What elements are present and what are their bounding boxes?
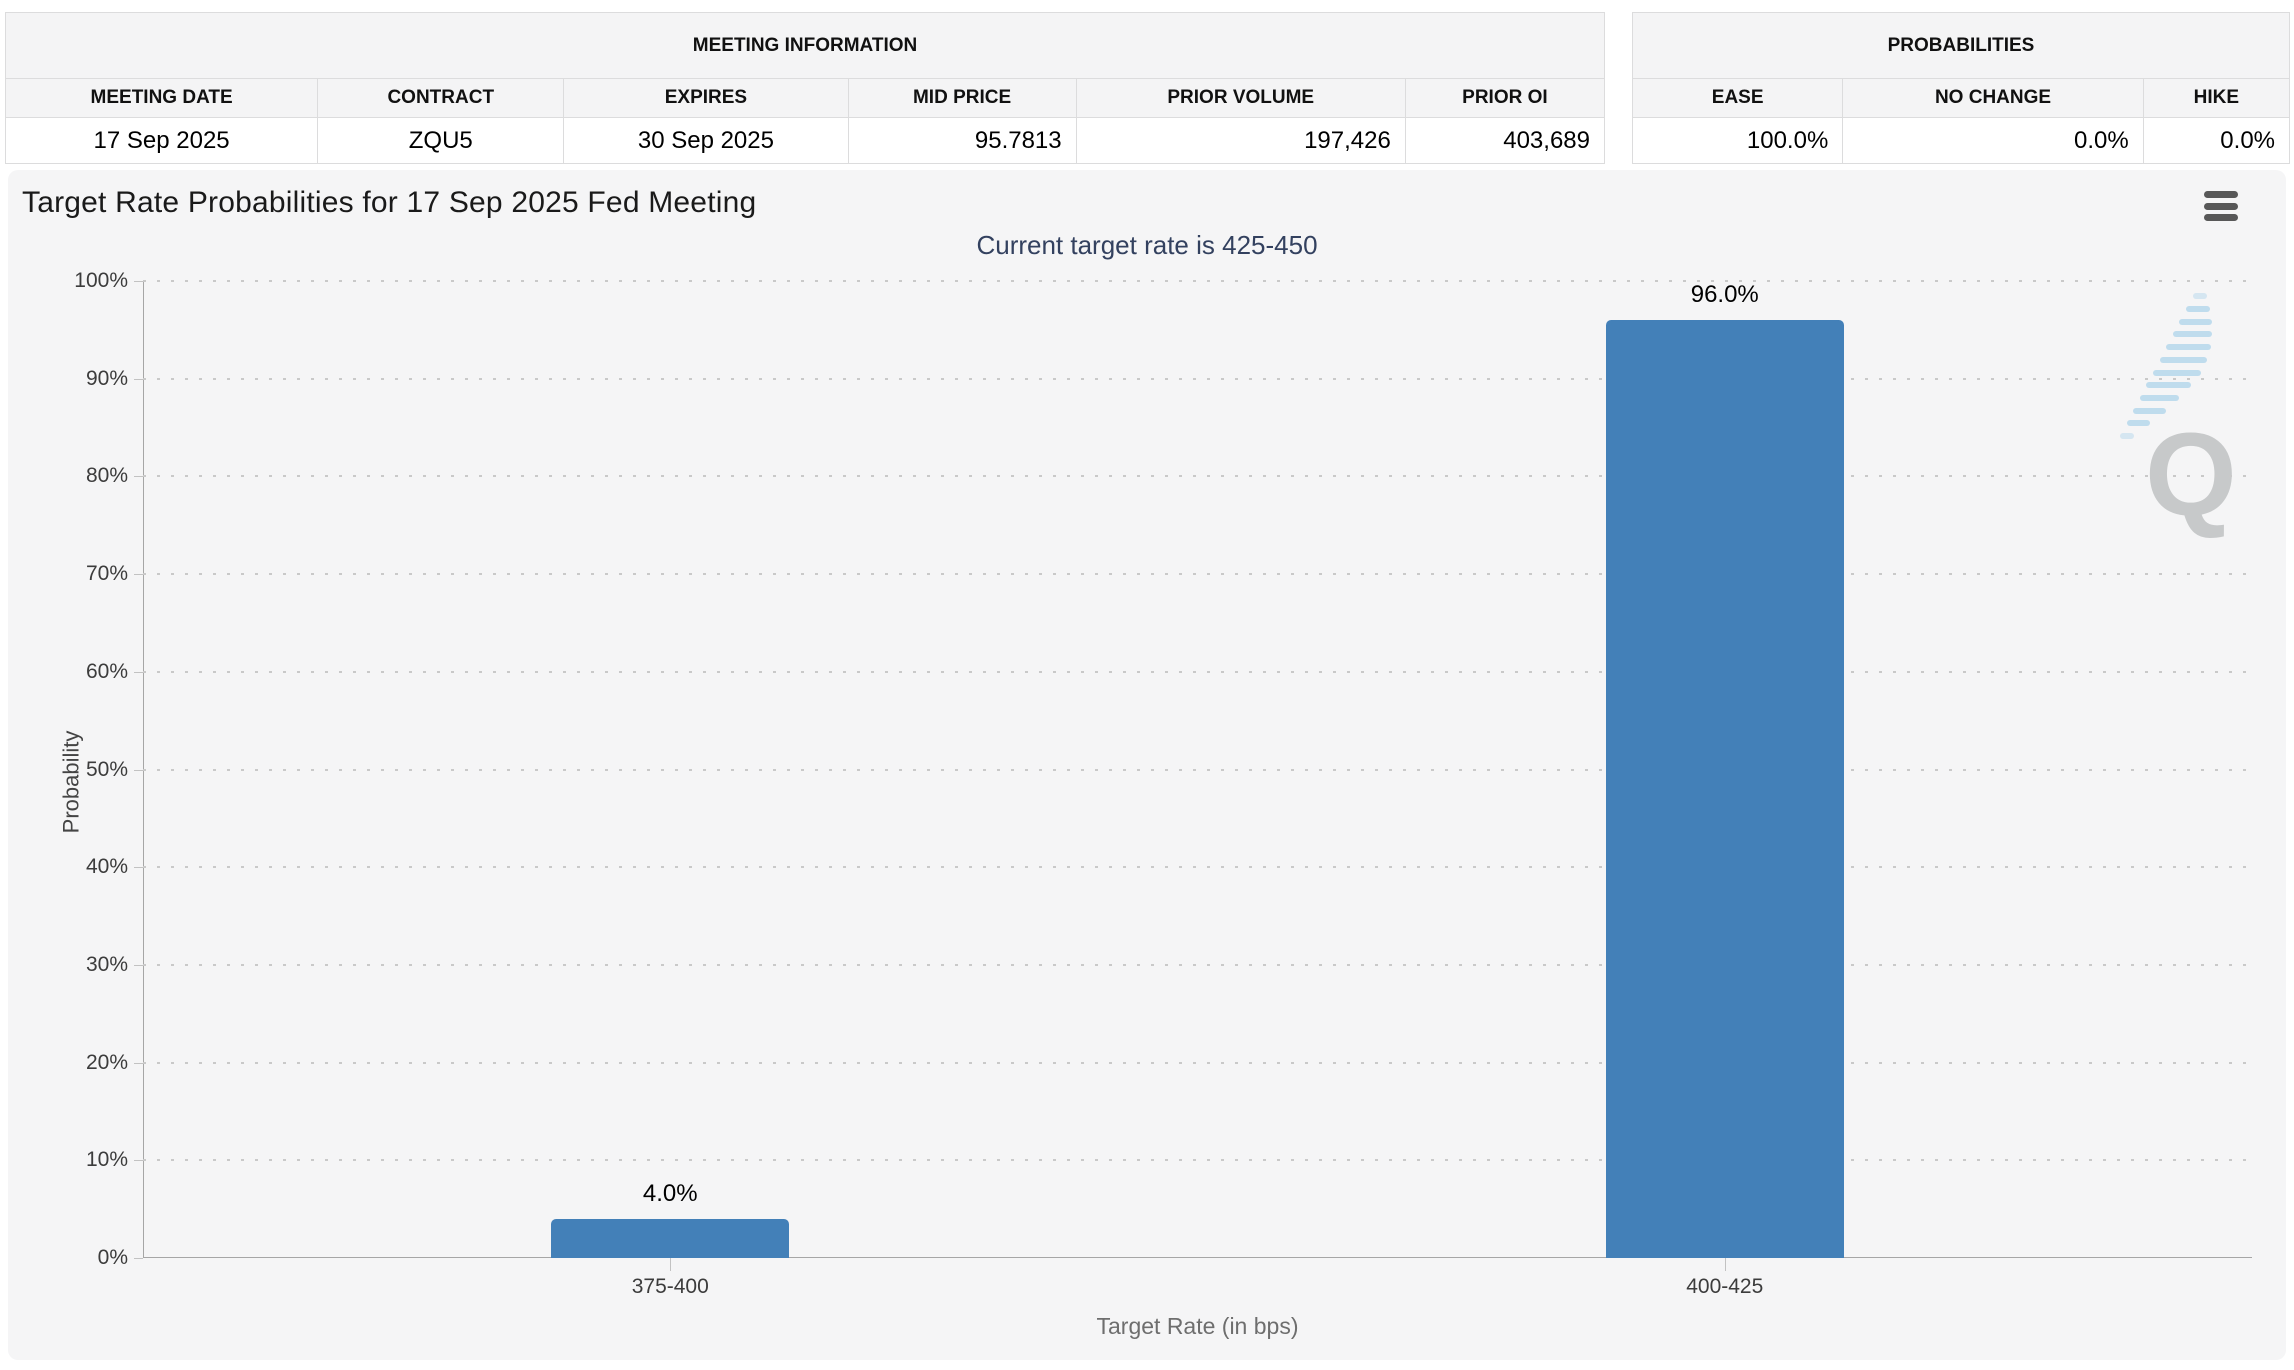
hamburger-menu-icon bbox=[2204, 214, 2238, 221]
gridline bbox=[143, 280, 2252, 282]
y-axis-tick bbox=[134, 1258, 143, 1259]
gridline bbox=[143, 377, 2252, 380]
value-cell: 30 Sep 2025 bbox=[563, 117, 849, 164]
y-axis-tick bbox=[134, 867, 143, 869]
gridline bbox=[143, 475, 2252, 478]
y-tick-label: 10% bbox=[85, 1148, 128, 1172]
y-axis-tick bbox=[134, 281, 143, 282]
hamburger-menu-icon bbox=[2204, 202, 2238, 210]
gridline bbox=[143, 866, 2252, 869]
y-tick-label: 70% bbox=[85, 562, 128, 586]
value-cell: 0.0% bbox=[2142, 117, 2291, 164]
chart-menu-button[interactable] bbox=[2204, 191, 2238, 221]
column-header: EASE bbox=[1631, 78, 1844, 118]
x-axis-tick bbox=[1724, 1258, 1726, 1271]
x-axis-tick bbox=[670, 1258, 672, 1271]
y-tick-label: 50% bbox=[85, 757, 128, 781]
column-header: NO CHANGE bbox=[1842, 78, 2144, 118]
gridline bbox=[143, 670, 2252, 673]
y-axis-tick bbox=[134, 671, 143, 673]
table-title: MEETING INFORMATION bbox=[5, 12, 1605, 79]
gridline bbox=[143, 1159, 2252, 1162]
category-label: 375-400 bbox=[631, 1275, 709, 1298]
chart-subtitle: Current target rate is 425-450 bbox=[976, 230, 1318, 260]
x-axis-title: Target Rate (in bps) bbox=[1096, 1313, 1299, 1339]
gridline bbox=[143, 963, 2252, 966]
y-tick-label: 80% bbox=[85, 464, 128, 488]
value-cell: 197,426 bbox=[1075, 117, 1406, 164]
table-title: PROBABILITIES bbox=[1632, 12, 2290, 79]
probabilities-table: PROBABILITIES EASE NO CHANGE HIKE 100.0% 0.0%… bbox=[1631, 12, 2291, 164]
column-header: MEETING DATE bbox=[4, 78, 319, 118]
y-axis-tick bbox=[134, 574, 143, 576]
gridline bbox=[143, 1061, 2252, 1064]
y-tick-label: 90% bbox=[85, 366, 128, 390]
gridline bbox=[143, 573, 2252, 576]
hamburger-menu-icon bbox=[2204, 191, 2238, 198]
column-header: PRIOR VOLUME bbox=[1075, 78, 1406, 118]
y-axis-tick bbox=[134, 1062, 143, 1064]
y-tick-label: 100% bbox=[74, 269, 128, 292]
value-cell: ZQU5 bbox=[317, 117, 565, 164]
x-axis-line bbox=[143, 1257, 2252, 1258]
column-header: PRIOR OI bbox=[1404, 78, 1606, 118]
bar-value-label: 96.0% bbox=[1690, 281, 1759, 309]
column-header: EXPIRES bbox=[563, 78, 849, 118]
y-tick-label: 20% bbox=[85, 1050, 128, 1074]
column-header: HIKE bbox=[2142, 78, 2291, 118]
column-header: MID PRICE bbox=[847, 78, 1077, 118]
y-axis-tick bbox=[134, 378, 143, 380]
chart-title: Target Rate Probabilities for 17 Sep 202… bbox=[22, 186, 757, 219]
y-axis-tick bbox=[134, 1160, 143, 1162]
value-cell: 95.7813 bbox=[847, 117, 1077, 164]
meeting-information-table: MEETING INFORMATION MEETING DATE CONTRACT E… bbox=[4, 12, 1606, 164]
value-cell: 403,689 bbox=[1404, 117, 1606, 164]
y-axis-tick bbox=[134, 964, 143, 966]
y-tick-label: 60% bbox=[85, 659, 128, 683]
y-tick-label: 30% bbox=[85, 952, 128, 976]
category-label: 400-425 bbox=[1686, 1275, 1764, 1298]
y-tick-label: 0% bbox=[97, 1246, 128, 1269]
bar-value-label: 4.0% bbox=[642, 1179, 698, 1207]
chart-panel: Target Rate Probabilities for 17 Sep 202… bbox=[8, 170, 2286, 1360]
value-cell: 0.0% bbox=[1842, 117, 2144, 164]
y-tick-label: 40% bbox=[85, 855, 128, 879]
value-cell: 100.0% bbox=[1631, 117, 1844, 164]
y-axis-title: Probability bbox=[58, 730, 84, 834]
plot-area: 0% 10% 20% 30% 40% 50% 60% 70% 80% 90% 100% 4.0% 375… bbox=[74, 269, 2252, 1298]
y-axis-tick bbox=[134, 476, 143, 478]
gridline bbox=[143, 768, 2252, 771]
column-header: CONTRACT bbox=[317, 78, 565, 118]
bar[interactable] bbox=[551, 1218, 790, 1258]
value-cell: 17 Sep 2025 bbox=[4, 117, 319, 164]
bar[interactable] bbox=[1605, 320, 1844, 1258]
y-axis-tick bbox=[134, 769, 143, 771]
